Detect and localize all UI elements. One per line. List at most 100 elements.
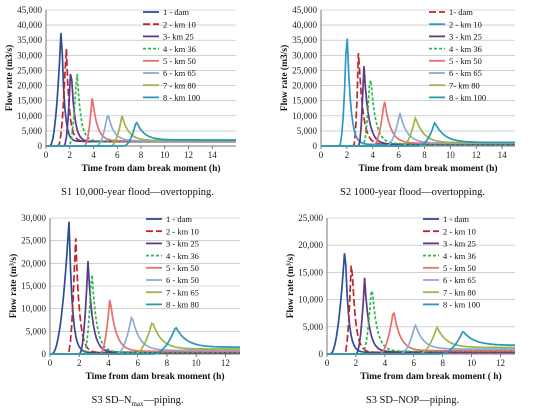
x-tick-label: 2 bbox=[77, 358, 82, 368]
chart-panel-s3-nop: 0 5,000 10,000 15,000 20,000 25,000 0 2 4 6 8 10 12 T… bbox=[275, 208, 550, 416]
y-tick-label: 5,000 bbox=[297, 126, 318, 136]
x-tick-label: 8 bbox=[440, 358, 445, 368]
y-tick-label: 30,000 bbox=[21, 213, 46, 223]
legend-label: 6 - km 65 bbox=[163, 68, 196, 78]
x-tick-label: 10 bbox=[446, 150, 456, 160]
series-line-4 bbox=[46, 73, 236, 147]
chart-caption: S2 1000-year flood—overtopping. bbox=[340, 187, 485, 198]
legend-label: 5 - km 50 bbox=[443, 263, 476, 273]
x-tick-label: 0 bbox=[319, 150, 324, 160]
legend-label: 2 - km 10 bbox=[163, 19, 196, 29]
x-tick-label: 6 bbox=[115, 150, 120, 160]
chart-s3-nmax: 0 5,000 10,000 15,000 20,000 25,000 30,000 0 2 4 6… bbox=[8, 213, 240, 382]
x-axis-label: Time from dam break moment (h) bbox=[81, 163, 220, 174]
chart-panel-s3-nmax: 0 5,000 10,000 15,000 20,000 25,000 30,000 0 2 4 6… bbox=[0, 208, 275, 416]
x-tick-label: 8 bbox=[422, 150, 427, 160]
chart-s2: 0 5,000 10,000 15,000 20,000 25,000 30,000 35,0… bbox=[279, 5, 515, 174]
y-tick-label: 30,000 bbox=[292, 50, 317, 60]
y-tick-label: 30,000 bbox=[17, 50, 42, 60]
y-tick-label: 10,000 bbox=[298, 295, 323, 305]
y-tick-label: 40,000 bbox=[17, 20, 42, 30]
x-tick-label: 12 bbox=[496, 358, 505, 368]
x-tick-label: 6 bbox=[412, 358, 417, 368]
x-tick-label: 14 bbox=[498, 150, 508, 160]
legend-label: 4 - km 36 bbox=[163, 44, 196, 54]
y-tick-label: 35,000 bbox=[292, 35, 317, 45]
x-tick-label: 6 bbox=[135, 358, 140, 368]
legend-label: 1 - dam bbox=[166, 214, 192, 224]
caption-subscript: max bbox=[131, 400, 144, 409]
y-axis-label: Flow rate (m3/s) bbox=[4, 45, 15, 111]
x-tick-label: 10 bbox=[160, 150, 170, 160]
x-tick-label: 10 bbox=[192, 358, 202, 368]
chart-caption: S3 SD–NOP—piping. bbox=[365, 395, 460, 406]
series-line-8 bbox=[50, 326, 240, 355]
legend-label: 7- km 80 bbox=[449, 80, 480, 90]
legend-label: 4 - km 36 bbox=[449, 44, 482, 54]
x-axis-label: Time from dam break moment ( h) bbox=[360, 371, 501, 382]
x-tick-label: 4 bbox=[91, 150, 96, 160]
x-tick-label: 6 bbox=[396, 150, 401, 160]
x-tick-label: 10 bbox=[467, 358, 477, 368]
y-tick-label: 25,000 bbox=[292, 65, 317, 75]
legend-label: 6 - km 50 bbox=[166, 275, 199, 285]
x-axis-label: Time from dam break moment (h) bbox=[85, 371, 224, 382]
y-tick-label: 0 bbox=[38, 141, 43, 151]
y-tick-label: 20,000 bbox=[17, 81, 42, 91]
series-line-2 bbox=[327, 265, 515, 355]
chart-s1: 0 5,000 10,000 15,000 20,000 25,000 30,000 35,0… bbox=[4, 5, 236, 174]
y-axis-label: Flow rate (m³/s) bbox=[285, 254, 296, 319]
series-line-8 bbox=[321, 121, 515, 147]
y-axis-label: Flow rate (m³/s) bbox=[8, 254, 19, 319]
series-line-1 bbox=[327, 253, 515, 355]
chart-caption: S3 SD–Nmax—piping. bbox=[0, 395, 275, 408]
legend-label: 1 - dam bbox=[443, 214, 469, 224]
y-tick-label: 25,000 bbox=[21, 236, 46, 246]
y-tick-label: 35,000 bbox=[17, 35, 42, 45]
legend-label: 6 - km 65 bbox=[449, 68, 482, 78]
legend-label: 7 - km 80 bbox=[163, 80, 196, 90]
y-tick-label: 15,000 bbox=[17, 96, 42, 106]
y-tick-label: 5,000 bbox=[22, 126, 43, 136]
x-tick-label: 4 bbox=[383, 358, 388, 368]
series-line-8 bbox=[46, 121, 236, 147]
series-line-7 bbox=[50, 322, 240, 355]
y-tick-label: 5,000 bbox=[26, 326, 47, 336]
legend-label: 5 - km 50 bbox=[166, 263, 199, 273]
y-tick-label: 10,000 bbox=[17, 111, 42, 121]
chart-panel-s1: 0 5,000 10,000 15,000 20,000 25,000 30,000 35,0… bbox=[0, 0, 275, 208]
legend-label: 3 - km 25 bbox=[443, 239, 476, 249]
y-tick-label: 40,000 bbox=[292, 20, 317, 30]
x-tick-label: 0 bbox=[325, 358, 330, 368]
caption-main: S3 SD–N bbox=[91, 395, 132, 406]
x-tick-label: 4 bbox=[106, 358, 111, 368]
x-tick-label: 2 bbox=[68, 150, 73, 160]
legend-label: 2 - km 10 bbox=[449, 19, 482, 29]
legend-label: 1 - dam bbox=[163, 7, 189, 17]
legend: 1 - dam 2 - km 10 3 - km 25 4 - km 36 5 - km… bbox=[423, 214, 480, 310]
y-tick-label: 0 bbox=[313, 141, 318, 151]
y-tick-label: 0 bbox=[42, 349, 47, 359]
legend-label: 1- dam bbox=[449, 7, 473, 17]
legend: 1 - dam 2 - km 10 3 - km 25 4 - km 36 5 - km… bbox=[146, 214, 199, 310]
y-tick-label: 15,000 bbox=[292, 96, 317, 106]
legend-label: 2 - km 10 bbox=[166, 226, 199, 236]
legend-label: 8 - km 80 bbox=[166, 300, 199, 310]
y-tick-label: 5,000 bbox=[303, 322, 324, 332]
series-line-3 bbox=[46, 73, 236, 147]
x-tick-label: 2 bbox=[345, 150, 350, 160]
y-tick-label: 25,000 bbox=[298, 213, 323, 223]
legend: 1 - dam 2 - km 10 3- km 25 4 - km 36 5 - km … bbox=[143, 7, 200, 103]
x-axis-label: Time from dam break moment (h) bbox=[358, 163, 497, 174]
x-tick-label: 2 bbox=[354, 358, 359, 368]
x-tick-label: 4 bbox=[370, 150, 375, 160]
y-tick-label: 10,000 bbox=[292, 111, 317, 121]
y-tick-label: 20,000 bbox=[298, 240, 323, 250]
y-tick-label: 20,000 bbox=[292, 81, 317, 91]
chart-s3-nop: 0 5,000 10,000 15,000 20,000 25,000 0 2 4 6 8 10 12 T… bbox=[285, 213, 516, 382]
chart-panel-s2: 0 5,000 10,000 15,000 20,000 25,000 30,000 35,0… bbox=[275, 0, 550, 208]
legend-label: 4 - km 36 bbox=[443, 251, 476, 261]
x-tick-label: 12 bbox=[184, 150, 193, 160]
legend-label: 7 - km 80 bbox=[443, 287, 476, 297]
x-tick-label: 14 bbox=[208, 150, 218, 160]
